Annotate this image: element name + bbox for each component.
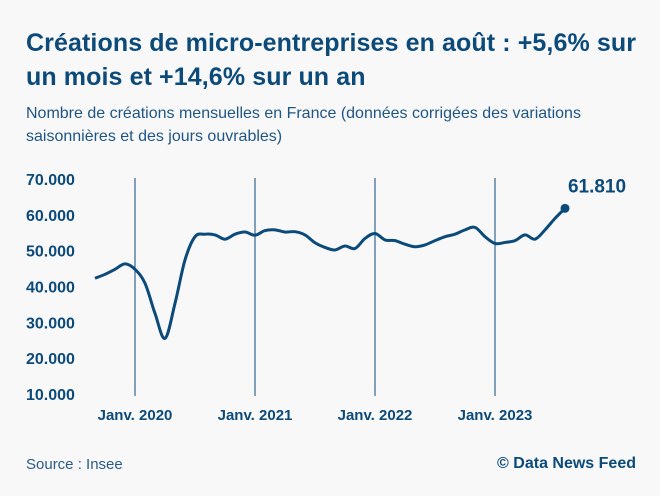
y-axis: 70.000 60.000 50.000 40.000 30.000 20.000 10.0… — [26, 172, 75, 404]
x-tick-label: Janv. 2021 — [218, 407, 293, 424]
y-tick-label: 60.000 — [26, 208, 75, 225]
y-tick-label: 30.000 — [26, 315, 75, 332]
source-note: Source : Insee — [26, 456, 123, 473]
x-tick-label: Janv. 2023 — [458, 407, 533, 424]
x-axis: Janv. 2020 Janv. 2021 Janv. 2022 Janv. 2023 — [98, 178, 533, 424]
last-value-label: 61.810 — [568, 176, 626, 197]
y-tick-label: 10.000 — [26, 387, 75, 404]
y-tick-label: 70.000 — [26, 172, 75, 189]
chart-title: Créations de micro-entreprises en août :… — [26, 29, 637, 91]
y-tick-label: 40.000 — [26, 280, 75, 297]
series-line — [94, 207, 567, 340]
plot-area: 61.810 — [94, 176, 626, 340]
credit: © Data News Feed — [497, 455, 636, 472]
last-point-marker — [560, 203, 570, 213]
x-tick-label: Janv. 2022 — [338, 407, 413, 424]
x-tick-label: Janv. 2020 — [98, 407, 173, 424]
y-tick-label: 50.000 — [26, 244, 75, 261]
chart-subtitle: Nombre de créations mensuelles en France… — [26, 105, 581, 145]
y-tick-label: 20.000 — [26, 351, 75, 368]
